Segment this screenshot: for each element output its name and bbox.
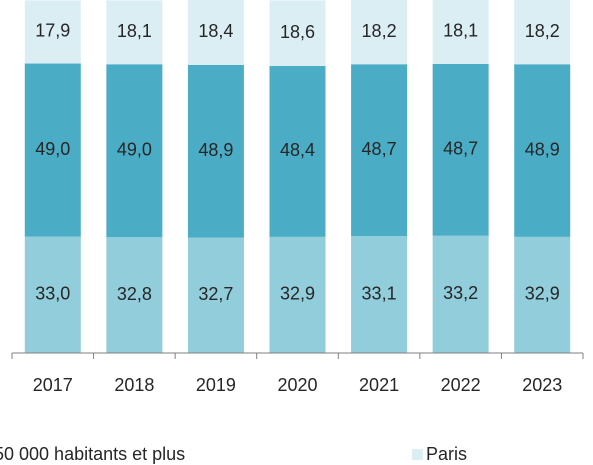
- bar-segment: [24, 0, 81, 64]
- x-tick-label: 2022: [441, 375, 481, 395]
- bar-segment: [187, 0, 244, 65]
- value-label: 18,1: [443, 21, 478, 41]
- x-tick-label: 2020: [277, 375, 317, 395]
- bar-segment: [432, 0, 489, 64]
- x-tick-label: 2023: [522, 375, 562, 395]
- value-label: 32,7: [198, 284, 233, 304]
- value-label: 48,9: [198, 140, 233, 160]
- bar-segment: [24, 63, 81, 237]
- bar-segment: [269, 236, 326, 353]
- bar-segment: [24, 236, 81, 353]
- bar-segment: [187, 237, 244, 353]
- value-label: 33,1: [362, 283, 397, 303]
- value-label: 48,7: [443, 139, 478, 159]
- value-label: 18,2: [525, 21, 560, 41]
- value-label: 48,9: [525, 139, 560, 159]
- x-tick-label: 2019: [196, 375, 236, 395]
- bar-segment: [432, 63, 489, 236]
- value-label: 32,8: [117, 284, 152, 304]
- bar-segment: [351, 236, 408, 353]
- legend-swatch: [412, 449, 423, 460]
- x-tick-label: 2017: [33, 375, 73, 395]
- legend-label: 50 000 habitants et plus: [0, 444, 185, 464]
- value-label: 18,6: [280, 22, 315, 42]
- bar-segment: [187, 64, 244, 238]
- value-label: 18,4: [198, 21, 233, 41]
- bar-segment: [514, 64, 571, 237]
- value-label: 32,9: [280, 284, 315, 304]
- value-label: 32,9: [525, 284, 560, 304]
- bar-segment: [432, 235, 489, 353]
- bar-segment: [351, 64, 408, 237]
- x-tick-label: 2021: [359, 375, 399, 395]
- bar-segment: [514, 0, 571, 65]
- value-label: 49,0: [117, 139, 152, 159]
- legend-label: Paris: [426, 444, 467, 464]
- bar-segment: [514, 236, 571, 353]
- value-label: 48,4: [280, 140, 315, 160]
- value-label: 48,7: [362, 139, 397, 159]
- value-label: 18,1: [117, 21, 152, 41]
- value-label: 17,9: [35, 21, 70, 41]
- bar-segment: [269, 66, 326, 237]
- value-label: 18,2: [362, 21, 397, 41]
- bar-segment: [106, 64, 163, 238]
- value-label: 49,0: [35, 139, 70, 159]
- x-tick-label: 2018: [114, 375, 154, 395]
- bar-segment: [106, 237, 163, 353]
- bar-segment: [106, 0, 163, 65]
- value-label: 33,0: [35, 284, 70, 304]
- value-label: 33,2: [443, 283, 478, 303]
- bar-segment: [351, 0, 408, 65]
- bar-segment: [269, 0, 326, 67]
